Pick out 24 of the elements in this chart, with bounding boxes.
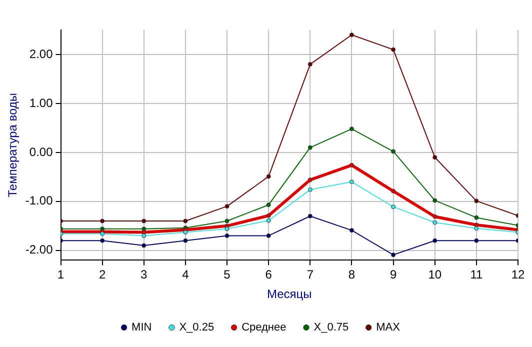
- y-axis-title: Температура воды: [6, 92, 20, 198]
- legend-label: Среднее: [242, 322, 286, 334]
- x-tick-label: 12: [511, 268, 525, 282]
- x-tick-label: 1: [57, 268, 64, 282]
- x-tick-label: 5: [224, 268, 231, 282]
- y-tick-label: 0.00: [29, 144, 54, 159]
- y-tick-label: 1.00: [29, 96, 54, 110]
- x-tick-label: 10: [428, 268, 442, 282]
- x-tick-label: 11: [470, 268, 483, 282]
- y-tick-label: 2.00: [29, 46, 54, 61]
- x-tick-label: 6: [265, 268, 272, 282]
- legend-label: MAX: [376, 322, 401, 334]
- legend-label: X_0.75: [314, 322, 349, 334]
- legend-label: X_0.25: [179, 322, 214, 334]
- x-tick-label: 2: [98, 268, 106, 282]
- x-tick-label: 7: [306, 268, 314, 282]
- y-tick-label: -2.00: [25, 242, 54, 257]
- x-axis-title: Месяцы: [266, 287, 312, 302]
- x-tick-label: 4: [182, 268, 190, 282]
- x-tick-label: 9: [390, 268, 397, 282]
- x-tick-label: 8: [348, 268, 356, 282]
- x-tick-label: 3: [140, 268, 148, 282]
- y-tick-label: -1.00: [25, 194, 54, 208]
- legend-label: MIN: [132, 322, 152, 334]
